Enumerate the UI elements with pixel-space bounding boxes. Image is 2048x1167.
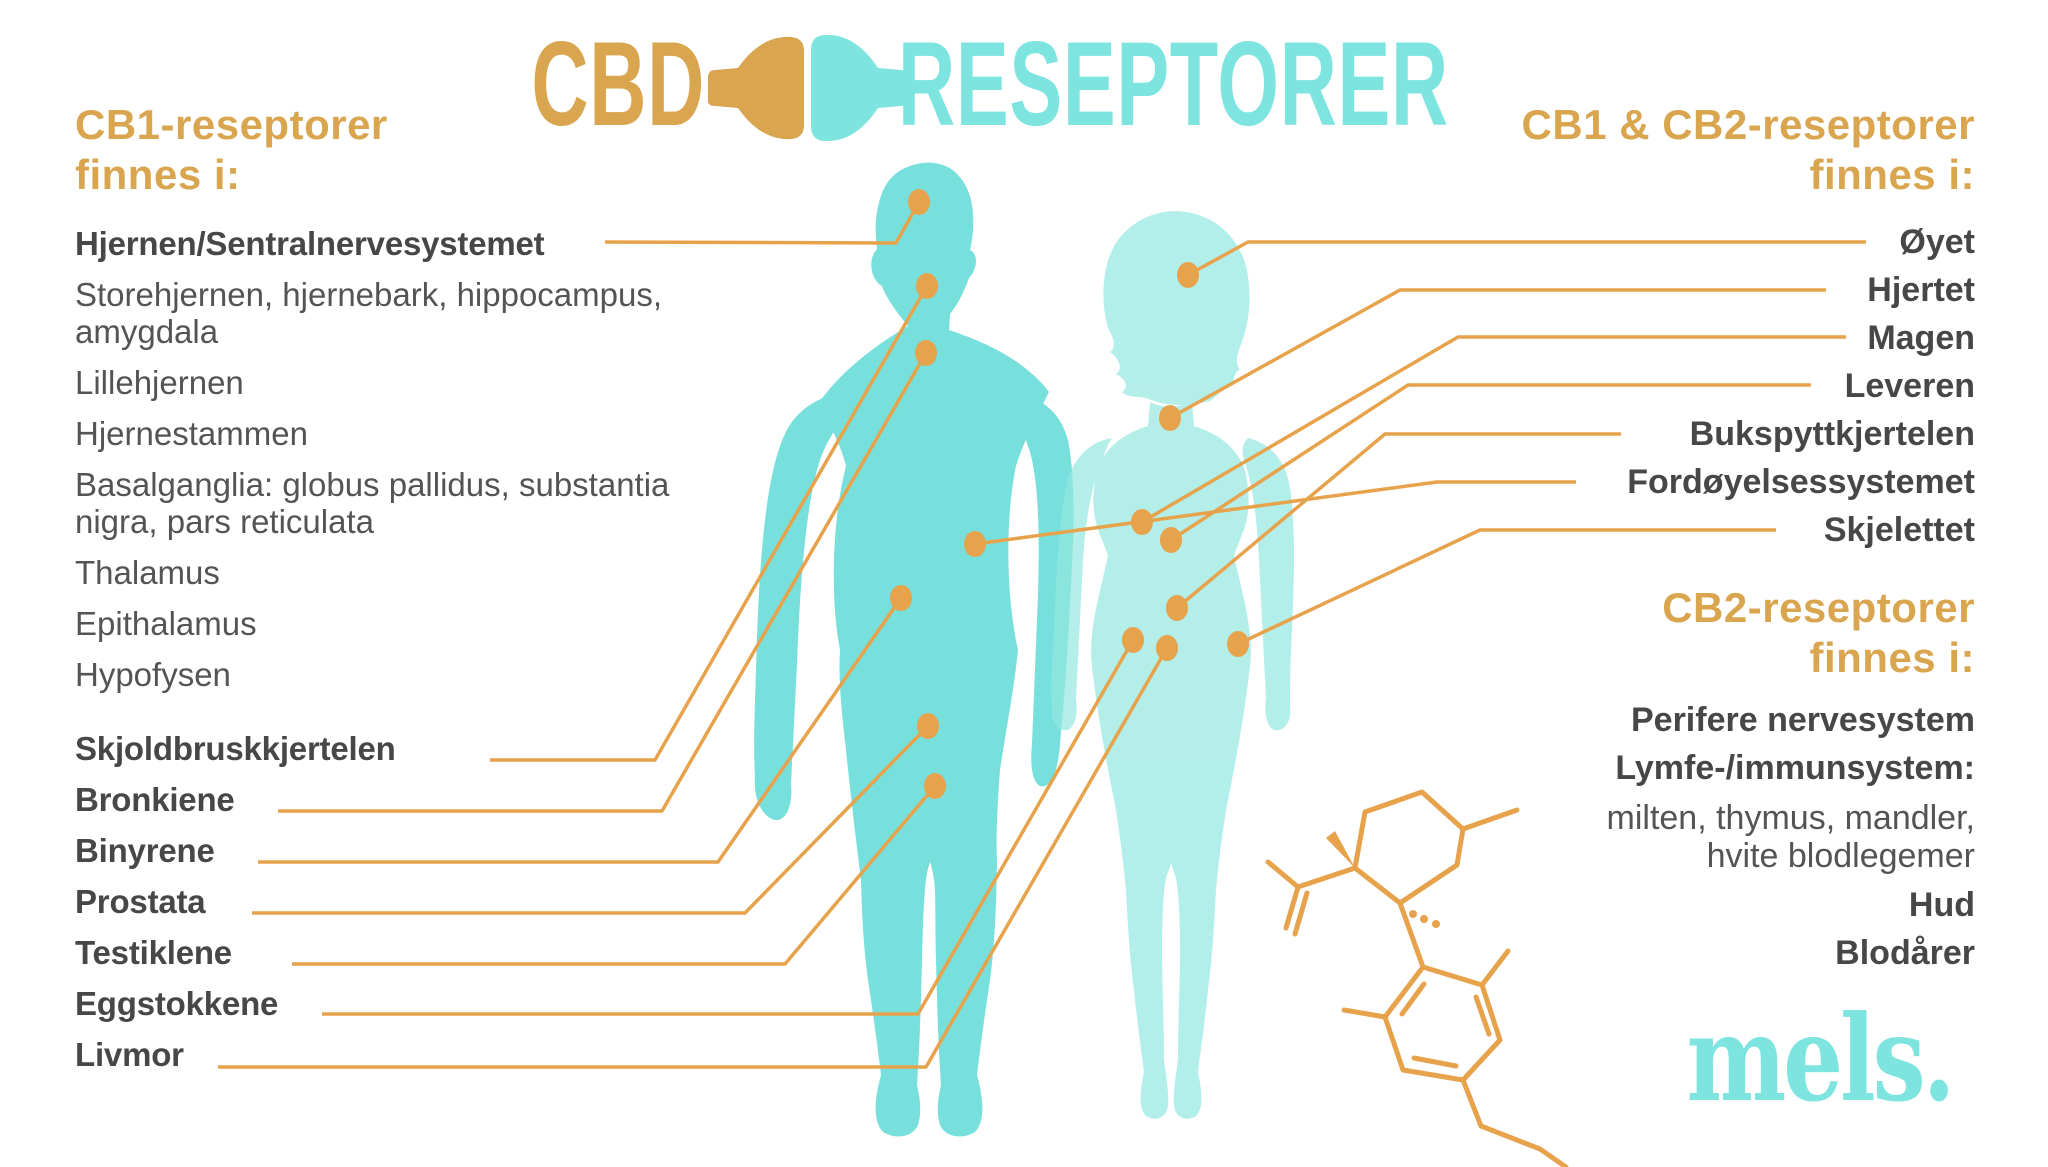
- list-item: Storehjernen, hjernebark, hippocampus, a…: [75, 276, 735, 350]
- list-item-line: milten, thymus, mandler,: [1606, 799, 1975, 837]
- list-item-line: Storehjernen, hjernebark, hippocampus,: [75, 276, 663, 313]
- list-item: Prostata: [75, 883, 206, 920]
- skjoldbrusk-line: [490, 285, 929, 762]
- list-item: Hjernen/Sentralnervesystemet: [75, 225, 545, 262]
- female-silhouette: [1051, 211, 1294, 1119]
- list-item: Epithalamus: [75, 605, 257, 642]
- title-reseptorer: RESEPTORER: [898, 17, 1449, 151]
- male-left-arm: [754, 390, 862, 821]
- list-item: Magen: [1867, 319, 1975, 357]
- list-item: Lymfe-/immunsystem:: [1615, 749, 1975, 787]
- skjelettet-line: [1237, 528, 1776, 646]
- female-right-arm: [1242, 438, 1294, 731]
- cb1-cb2-header-line1: CB1 & CB2-reseptorer: [1521, 101, 1975, 148]
- receptor-dot: [1122, 627, 1144, 653]
- list-item: Eggstokkene: [75, 985, 279, 1022]
- list-item: Binyrene: [75, 832, 215, 869]
- testiklene-line: [292, 784, 937, 966]
- list-item: Hud: [1908, 886, 1975, 924]
- title-cbd: CBD: [531, 17, 705, 151]
- bronkiene-line: [278, 352, 928, 813]
- receptor-dot: [908, 189, 930, 215]
- cbd-molecule-illustration: [1265, 789, 1569, 1167]
- cb2-header: CB2-reseptorer finnes i:: [1335, 583, 1975, 683]
- list-item-line: amygdala: [75, 313, 219, 350]
- list-item: Hjertet: [1867, 271, 1975, 309]
- list-item: Hjernestammen: [75, 415, 308, 452]
- receptor-dot: [1131, 509, 1153, 535]
- list-item: Lillehjernen: [75, 364, 244, 401]
- cb1-cb2-column: CB1 & CB2-reseptorer finnes i: Øyet Hjer…: [1335, 100, 1975, 984]
- list-item: Basalganglia: globus pallidus, substanti…: [75, 466, 735, 540]
- list-item: milten, thymus, mandler, hvite blodlegem…: [1335, 799, 1975, 875]
- list-item: Testiklene: [75, 934, 232, 971]
- receptor-dots: [890, 189, 1249, 799]
- receptor-dot: [917, 713, 939, 739]
- receptor-dot: [1160, 527, 1182, 553]
- horns-icon: [708, 34, 908, 142]
- list-item: Livmor: [75, 1036, 184, 1073]
- cb1-header-line1: CB1-reseptorer: [75, 101, 388, 148]
- list-item: Leveren: [1844, 367, 1975, 405]
- hjernen-line: [604, 201, 921, 245]
- fordoyelse-line: [974, 480, 1576, 546]
- list-item: Blodårer: [1835, 934, 1975, 972]
- cb1-header: CB1-reseptorer finnes i:: [75, 100, 735, 200]
- horn-gold-icon: [708, 36, 804, 140]
- oyet-line: [1187, 240, 1866, 277]
- cb2-header-line2: finnes i:: [1809, 634, 1975, 681]
- livmor-line: [218, 647, 1169, 1069]
- receptor-dot: [916, 273, 938, 299]
- list-item: Bronkiene: [75, 781, 235, 818]
- list-item: Fordøyelsessystemet: [1627, 463, 1975, 501]
- list-item: Skjelettet: [1823, 511, 1975, 549]
- list-item-line: hvite blodlegemer: [1706, 837, 1975, 875]
- receptor-dot: [964, 531, 986, 557]
- cb1-cb2-header-line2: finnes i:: [1809, 151, 1975, 198]
- receptor-dot: [890, 585, 912, 611]
- cb2-header-line1: CB2-reseptorer: [1662, 584, 1975, 631]
- connector-lines: [218, 201, 1866, 1069]
- magen-line: [1141, 335, 1846, 524]
- cb1-cb2-header: CB1 & CB2-reseptorer finnes i:: [1335, 100, 1975, 200]
- receptor-dot: [1159, 405, 1181, 431]
- cb1-header-line2: finnes i:: [75, 151, 241, 198]
- list-item: Øyet: [1899, 223, 1975, 261]
- list-item: Perifere nervesystem: [1630, 701, 1975, 739]
- leveren-line: [1170, 383, 1811, 542]
- female-head: [1103, 211, 1250, 406]
- list-item-line: nigra, pars reticulata: [75, 503, 374, 540]
- receptor-dot: [1227, 631, 1249, 657]
- list-item-line: Basalganglia: globus pallidus, substanti…: [75, 466, 670, 503]
- receptor-dot: [915, 340, 937, 366]
- bukspytt-line: [1175, 432, 1621, 610]
- cb1-column: CB1-reseptorer finnes i: Hjernen/Sentral…: [75, 100, 735, 1087]
- prostata-line: [252, 724, 930, 915]
- mels-logo: mels.: [1686, 989, 1955, 1128]
- list-item: Bukspyttkjertelen: [1689, 415, 1975, 453]
- list-item: Thalamus: [75, 554, 220, 591]
- receptor-dot: [1156, 635, 1178, 661]
- list-item: Hypofysen: [75, 656, 231, 693]
- list-item: Skjoldbruskkjertelen: [75, 730, 396, 767]
- receptor-dot: [1177, 262, 1199, 288]
- horn-teal-icon: [811, 34, 908, 142]
- receptor-dot: [924, 773, 946, 799]
- binyrene-line: [258, 597, 903, 864]
- receptor-dot: [1166, 595, 1188, 621]
- male-body: [818, 162, 1049, 1137]
- eggstokkene-line: [322, 639, 1135, 1016]
- female-left-arm: [1051, 438, 1112, 731]
- hjertet-line: [1169, 288, 1826, 420]
